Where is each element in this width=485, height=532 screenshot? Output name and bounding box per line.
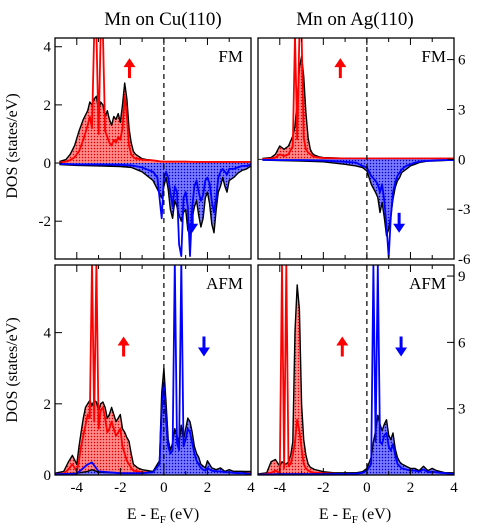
panel-2: -6 -3 0 3 6 FM: [257, 37, 471, 268]
spin-down-total-area: [262, 159, 454, 236]
x-axis-label-left: E - EF (eV): [127, 506, 199, 526]
spin-up-total-area: [55, 400, 251, 475]
y-tick-label: -2: [39, 214, 52, 230]
x-tick-label: 2: [204, 480, 212, 496]
y-tick-label: 6: [458, 335, 466, 351]
spin-up-total-area: [262, 56, 454, 160]
y-tick-label: 0: [44, 156, 52, 172]
y-tick-label: 0: [44, 468, 52, 484]
y-tick-label: 2: [44, 98, 52, 114]
y-axis-label-top: DOS (states/eV): [4, 93, 21, 198]
spin-up-total-area: [59, 83, 251, 163]
x-tick-label: 4: [450, 480, 458, 496]
spin-down-mn-line: [55, 265, 251, 475]
y-tick-label: 3: [458, 102, 466, 118]
panel-4: -4 -2 0 2 4 3 6 9 AFM: [257, 264, 466, 496]
y-tick-label: 2: [44, 397, 52, 413]
x-tick-label: 0: [160, 480, 168, 496]
spin-up-arrow-icon: [336, 336, 349, 357]
x-tick-label: -4: [71, 480, 84, 496]
spin-down-mn-line: [59, 163, 251, 257]
spin-down-arrow-icon: [186, 212, 199, 233]
spin-up-mn-line: [258, 265, 454, 475]
panel-1: -2 0 2 4 FM: [39, 37, 252, 260]
spin-up-mn-line: [262, 38, 454, 160]
x-axis-label-right: E - EF (eV): [319, 506, 391, 526]
plot-frame: [257, 264, 455, 476]
x-tick-label: -2: [317, 480, 330, 496]
plot-frame: [257, 37, 455, 260]
y-tick-label: 6: [458, 53, 466, 69]
magnetic-state-label: FM: [218, 47, 243, 66]
magnetic-state-label: FM: [421, 47, 446, 66]
column-title-ag: Mn on Ag(110): [296, 9, 414, 30]
y-tick-label: -3: [458, 202, 471, 218]
y-tick-label: 0: [458, 152, 466, 168]
panel-3: -4 -2 0 2 4 0 2 4 AFM: [44, 264, 255, 496]
y-tick-label: 4: [44, 326, 52, 342]
y-tick-label: 4: [44, 40, 52, 56]
y-axis-label-bottom: DOS (states/eV): [4, 317, 21, 422]
x-tick-label: 0: [363, 480, 371, 496]
y-tick-label: -6: [458, 252, 471, 268]
spin-down-arrow-icon: [393, 212, 406, 233]
spin-down-mn-line: [262, 158, 454, 259]
spin-up-arrow-icon: [334, 58, 347, 79]
x-tick-label: 2: [407, 480, 415, 496]
spin-up-total-line: [55, 399, 251, 474]
spin-down-arrow-icon: [395, 336, 408, 357]
column-title-cu: Mn on Cu(110): [104, 9, 222, 30]
x-tick-label: 4: [247, 480, 255, 496]
plot-frame: [54, 37, 252, 260]
x-tick-label: -2: [114, 480, 127, 496]
y-tick-label: 9: [458, 269, 466, 285]
spin-down-total-line: [262, 159, 454, 237]
magnetic-state-label: AFM: [409, 274, 446, 293]
spin-down-arrow-icon: [197, 336, 210, 357]
spin-up-arrow-icon: [117, 336, 130, 357]
spin-down-total-line: [258, 414, 454, 475]
spin-down-mn-line: [258, 265, 454, 475]
spin-up-arrow-icon: [123, 58, 136, 79]
spin-up-mn-line: [59, 38, 251, 164]
y-tick-label: 3: [458, 402, 466, 418]
spin-up-total-area: [258, 284, 454, 475]
plot-frame: [54, 264, 252, 476]
magnetic-state-label: AFM: [206, 274, 243, 293]
x-tick-label: -4: [274, 480, 287, 496]
